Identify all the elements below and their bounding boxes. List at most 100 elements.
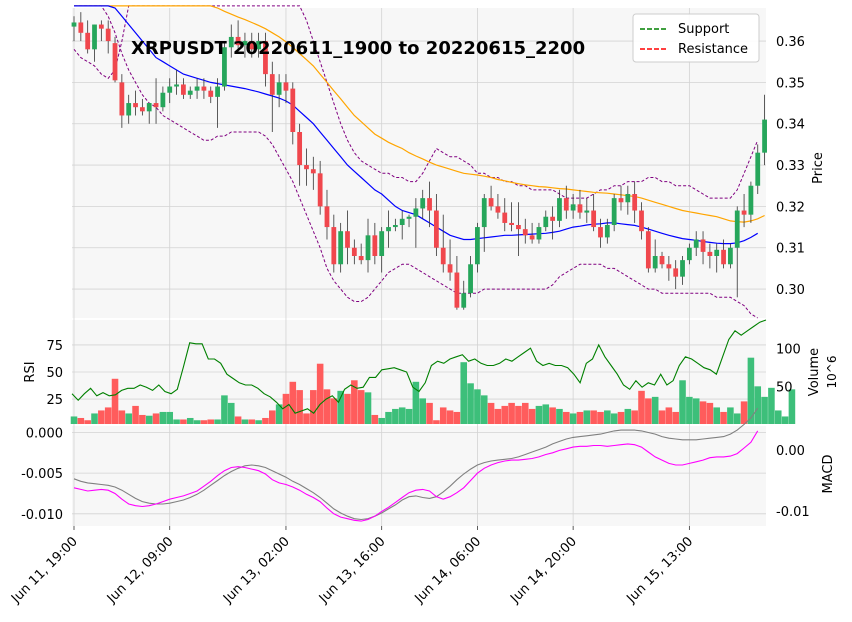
volume-bar (433, 420, 440, 424)
candle-body (625, 194, 631, 203)
volume-bar (521, 402, 529, 424)
candlestick (194, 78, 200, 99)
candlestick (536, 222, 542, 244)
candlestick (85, 20, 91, 54)
candlestick (625, 185, 631, 215)
volume-bar (145, 415, 153, 424)
volume-bar (679, 380, 686, 424)
volume-bar (214, 419, 221, 424)
volume-bar (672, 411, 679, 424)
candle-body (345, 231, 350, 248)
candlestick (228, 24, 234, 58)
candlestick (249, 32, 255, 58)
candle-body (591, 210, 597, 228)
candle-body (584, 210, 590, 213)
candlestick (454, 256, 460, 310)
x-tick-label: Jun 13, 16:00 (316, 534, 389, 607)
candle-body (324, 206, 330, 228)
candle-body (454, 272, 460, 308)
candle-body (249, 41, 255, 50)
candlestick (256, 32, 262, 58)
candle-body (529, 235, 535, 240)
candlestick (167, 78, 173, 104)
candlestick (550, 206, 556, 240)
volume-bar (200, 420, 208, 424)
candlestick (119, 74, 125, 128)
candle-body (721, 249, 726, 265)
candle-body (495, 206, 501, 213)
x-tick-label: Jun 13, 02:00 (220, 534, 293, 607)
candlestick (338, 222, 344, 273)
volume-bar (624, 408, 632, 424)
volume-bar (118, 410, 126, 424)
candle-body (208, 90, 214, 97)
volume-tick-label: 100 (776, 343, 801, 358)
candle-body (762, 119, 767, 153)
volume-bar (351, 380, 358, 424)
candlestick (495, 194, 501, 219)
candle-body (167, 86, 173, 93)
macd-axis-label: MACD (821, 455, 836, 494)
legend-support-label: Support (678, 22, 729, 37)
price-tick-label: 0.36 (776, 35, 805, 50)
candle-body (461, 293, 467, 308)
volume-bar (371, 414, 379, 424)
candlestick (570, 194, 576, 219)
candle-body (728, 247, 733, 265)
candle-body (427, 198, 432, 211)
candlestick (659, 251, 665, 269)
candlestick (92, 24, 97, 62)
volume-bar (255, 420, 262, 424)
volume-bar (604, 410, 611, 424)
candle-body (85, 32, 91, 50)
candle-body (611, 198, 617, 225)
candlestick (563, 185, 569, 219)
rsi-tick-label: 50 (46, 366, 63, 381)
candlestick (345, 210, 350, 265)
candlestick (351, 239, 357, 265)
candle-body (577, 204, 583, 213)
candle-body (693, 239, 699, 248)
candle-body (604, 225, 610, 238)
candle-body (351, 247, 357, 256)
volume-bar (289, 381, 297, 424)
candle-body (222, 47, 227, 87)
volume-bar (556, 408, 563, 424)
rsi-tick-label: 25 (46, 393, 63, 408)
price-axis-label: Price (811, 152, 826, 184)
candlesticks (71, 12, 767, 310)
candlestick (215, 78, 220, 128)
candlestick (283, 74, 289, 104)
candle-body (700, 239, 706, 252)
volume-bar (405, 408, 413, 424)
candle-body (714, 249, 720, 256)
volume-bar (323, 389, 331, 424)
volume-bar (316, 363, 324, 424)
price-tick-label: 0.33 (776, 159, 805, 174)
candle-body (516, 225, 521, 230)
volume-bar (77, 417, 85, 424)
candlestick (112, 36, 118, 83)
candlestick (714, 243, 720, 273)
volume-bar (610, 413, 618, 424)
candlestick (557, 189, 562, 228)
volume-bar (70, 416, 78, 424)
candlestick (133, 90, 138, 116)
candlestick (427, 181, 432, 228)
candlestick (632, 181, 638, 223)
legend: Support Resistance (632, 13, 760, 63)
candle-body (550, 216, 556, 221)
candlestick (139, 98, 145, 116)
macd-tick-label: 0.000 (26, 427, 63, 442)
volume-bar (474, 389, 481, 424)
volume-bar (337, 390, 344, 424)
candlestick (310, 156, 316, 190)
macd-tick-label: -0.010 (21, 508, 63, 523)
candlestick (728, 243, 733, 269)
volume-bar (364, 392, 372, 424)
candle-body (112, 43, 118, 81)
candle-body (392, 225, 398, 228)
candlestick (71, 16, 77, 42)
candlestick (748, 181, 754, 223)
candle-body (379, 231, 385, 256)
